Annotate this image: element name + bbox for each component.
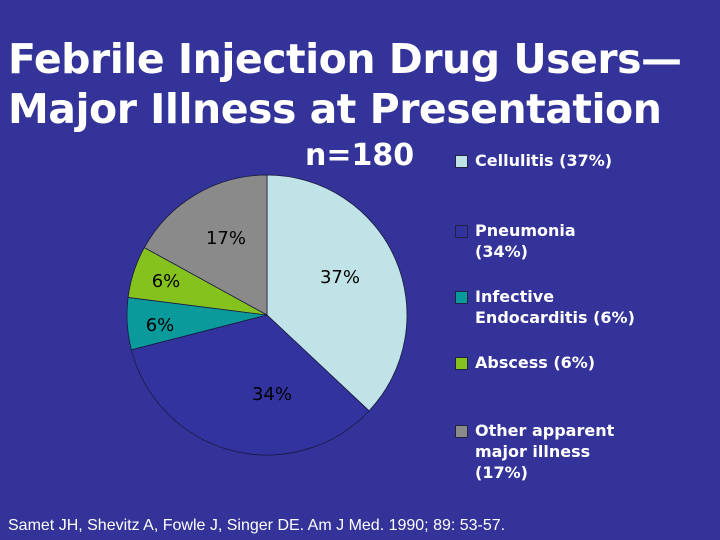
legend-label: Abscess (6%) <box>475 353 596 372</box>
slice-label-infective-endocarditis: 6% <box>146 315 175 336</box>
legend-swatch <box>455 357 468 370</box>
pie-slice-cellulitis <box>266 174 408 412</box>
title-line-1: Febrile Injection Drug Users— <box>8 35 682 83</box>
legend-swatch <box>455 225 468 238</box>
slide-title: Febrile Injection Drug Users— Major Illn… <box>8 34 682 134</box>
legend-label: Infective Endocarditis (6%) <box>475 287 635 327</box>
legend-swatch <box>455 291 468 304</box>
title-line-2: Major Illness at Presentation <box>8 85 662 133</box>
slice-label-other-apparent-major-illness: 17% <box>206 228 246 249</box>
legend-label: Cellulitis (37%) <box>475 151 613 170</box>
legend-swatch <box>455 425 468 438</box>
pie-slice-other-apparent-major-illness <box>143 174 268 316</box>
slice-label-abscess: 6% <box>152 271 181 292</box>
citation: Samet JH, Shevitz A, Fowle J, Singer DE.… <box>8 517 506 534</box>
legend-swatch <box>455 155 468 168</box>
slice-label-pneumonia: 34% <box>252 384 292 405</box>
legend-label: Other apparent major illness (17%) <box>475 421 615 482</box>
slice-label-cellulitis: 37% <box>320 267 360 288</box>
pie-slice-pneumonia <box>130 314 370 456</box>
legend-label: Pneumonia (34%) <box>475 221 576 261</box>
sample-size-label: n=180 <box>305 138 415 173</box>
